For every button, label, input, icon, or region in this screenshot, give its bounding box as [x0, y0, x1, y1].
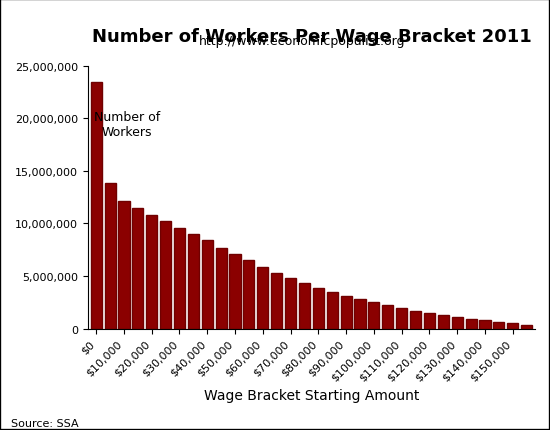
- Bar: [229, 255, 240, 329]
- Text: Number of
Workers: Number of Workers: [94, 111, 160, 139]
- Bar: [382, 306, 393, 329]
- Bar: [340, 296, 351, 329]
- Bar: [244, 261, 255, 329]
- Bar: [493, 322, 504, 329]
- X-axis label: Wage Bracket Starting Amount: Wage Bracket Starting Amount: [204, 388, 419, 402]
- Bar: [410, 311, 421, 329]
- Bar: [104, 183, 116, 329]
- Bar: [118, 202, 129, 329]
- Bar: [160, 222, 171, 329]
- Bar: [257, 267, 268, 329]
- Bar: [188, 234, 199, 329]
- Bar: [202, 241, 213, 329]
- Bar: [507, 323, 518, 329]
- Bar: [133, 208, 144, 329]
- Bar: [465, 319, 477, 329]
- Text: Source: SSA: Source: SSA: [11, 418, 79, 428]
- Bar: [327, 292, 338, 329]
- Title: Number of Workers Per Wage Bracket 2011: Number of Workers Per Wage Bracket 2011: [91, 28, 531, 46]
- Bar: [313, 288, 324, 329]
- Bar: [396, 308, 407, 329]
- Bar: [368, 303, 379, 329]
- Text: http://www.economicpopulist.org: http://www.economicpopulist.org: [199, 35, 406, 48]
- Bar: [424, 313, 435, 329]
- Bar: [438, 315, 449, 329]
- Bar: [174, 228, 185, 329]
- Bar: [285, 279, 296, 329]
- Bar: [480, 320, 491, 329]
- Bar: [521, 325, 532, 329]
- Bar: [354, 299, 366, 329]
- Bar: [271, 273, 282, 329]
- Bar: [452, 317, 463, 329]
- Bar: [146, 215, 157, 329]
- Bar: [91, 83, 102, 329]
- Bar: [216, 248, 227, 329]
- Bar: [299, 284, 310, 329]
